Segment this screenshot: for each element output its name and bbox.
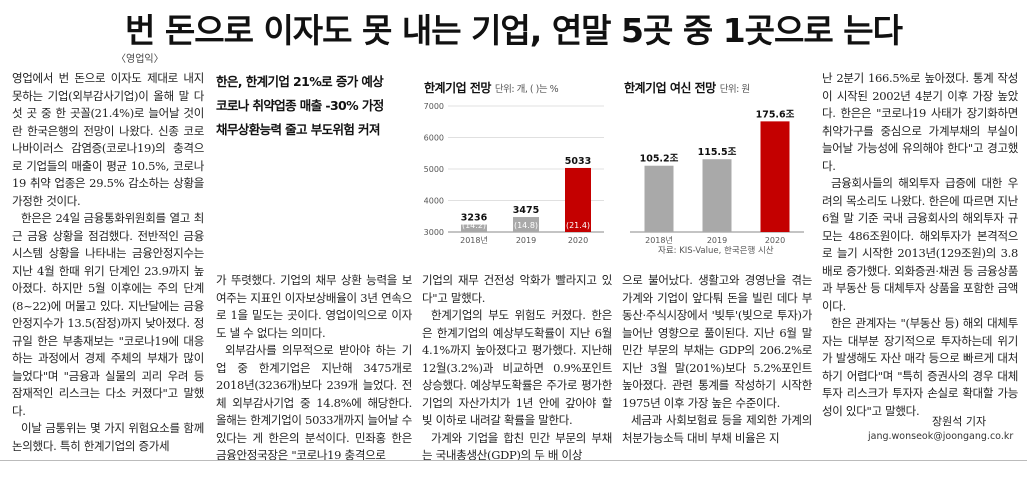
paragraph: 한계기업의 부도 위험도 커졌다. 한은은 한계기업의 예상부도확률이 지난 6… <box>422 308 612 427</box>
paragraph: 한은 관계자는 "(부동산 등) 해외 대체투자는 대부분 장기적으로 투자하는… <box>822 316 1018 418</box>
data-label: 5033 <box>565 156 591 167</box>
headline-caption: 〈영업익〉 <box>116 54 164 65</box>
x-tick-label: 2018년 <box>460 235 488 245</box>
chart-title-marginal-firms: 한계기업 전망 단위: 개, ( )는 % <box>424 79 559 96</box>
chart-source: 자료: KIS-Value, 한국은행 시산 <box>658 246 774 256</box>
y-tick-label: 4000 <box>424 197 444 206</box>
chart-title-marginal-loans: 한계기업 여신 전망 단위: 원 <box>624 79 750 96</box>
chart-marginal-firms: 3000 4000 5000 6000 7000 3236(14.2) 2018년 3475 (… <box>424 102 604 245</box>
bar <box>513 217 539 232</box>
divider <box>0 460 1027 461</box>
subheadline-line: 한은, 한계기업 21%로 증가 예상 <box>216 74 384 89</box>
subheadline: 한은, 한계기업 21%로 증가 예상 코로나 취약업종 매출 -30% 가정 … <box>216 70 406 142</box>
chart-title-text: 한계기업 전망 <box>424 81 491 95</box>
chart-title-text: 한계기업 여신 전망 <box>624 81 716 95</box>
headline: 번 돈으로 이자도 못 내는 기업, 연말 5곳 중 1곳으로 는다 <box>125 11 903 50</box>
data-sub-label: (14.8) <box>514 221 538 230</box>
paragraph: 으로 불어났다. 생활고와 경영난을 겪는 가계와 기업이 앞다퉈 돈을 빌린 … <box>622 273 812 410</box>
subheadline-line: 채무상환능력 줄고 부도위험 커져 <box>216 122 380 137</box>
bar <box>565 167 591 232</box>
subheadline-line: 코로나 취약업종 매출 -30% 가정 <box>216 98 384 113</box>
data-sub-label: (21.4) <box>566 221 590 230</box>
bar <box>760 121 790 232</box>
y-tick-label: 5000 <box>424 165 444 174</box>
y-tick-label: 6000 <box>424 134 444 143</box>
x-tick-label: 2020 <box>765 236 785 245</box>
y-tick-label: 7000 <box>424 102 444 111</box>
data-label: 3236 <box>461 213 488 224</box>
bar <box>461 224 487 232</box>
article-column-2: 가 뚜렷했다. 기업의 채무 상환 능력을 보여주는 지표인 이자보상배율이 3… <box>216 272 412 465</box>
paragraph: 한은은 24일 금융통화위원회를 열고 최근 금융 상황을 점검했다. 전반적인… <box>12 211 204 418</box>
paragraph: 금융회사들의 해외투자 급증에 대한 우려의 목소리도 나왔다. 한은에 따르면… <box>822 176 1018 313</box>
data-label: 115.5조 <box>698 147 737 158</box>
chart-unit: 단위: 원 <box>719 84 750 95</box>
article-column-1: 영업에서 번 돈으로 이자도 제대로 내지 못하는 기업(외부감사기업)이 올해… <box>12 70 204 455</box>
data-label: 175.6조 <box>756 109 795 120</box>
x-tick-label: 2019 <box>516 236 536 245</box>
paragraph: 이날 금통위는 몇 가지 위험요소를 함께 논의했다. 특히 한계기업의 증가세 <box>12 421 204 453</box>
y-tick-label: 3000 <box>424 228 444 237</box>
data-label: 3475 <box>513 205 539 216</box>
data-label: 105.2조 <box>640 154 679 165</box>
chart-unit: 단위: 개, ( )는 % <box>494 84 559 95</box>
article-column-5: 난 2분기 166.5%로 높아졌다. 통계 작성이 시작된 2002년 4분기… <box>822 70 1018 420</box>
paragraph: 영업에서 번 돈으로 이자도 제대로 내지 못하는 기업(외부감사기업)이 올해… <box>12 71 204 208</box>
article-column-4: 으로 불어났다. 생활고와 경영난을 겪는 가계와 기업이 앞다퉈 돈을 빌린 … <box>622 272 812 447</box>
byline: 장원석 기자 <box>932 415 987 428</box>
paragraph: 가계와 기업을 합친 민간 부문의 부채는 국내총생산(GDP)의 두 배 이상 <box>422 430 612 463</box>
paragraph: 가 뚜렷했다. 기업의 채무 상환 능력을 보여주는 지표인 이자보상배율이 3… <box>216 273 412 340</box>
paragraph: 외부감사를 의무적으로 받아야 하는 기업 중 한계기업은 지난해 3475개로… <box>216 343 412 462</box>
chart-marginal-loans: 105.2조 2018년 115.5조 2019 175.6조 2020 <box>630 109 804 245</box>
x-tick-label: 2019 <box>707 236 727 245</box>
bar <box>702 159 732 232</box>
paragraph: 기업의 재무 건전성 악화가 빨라지고 있다"고 말했다. <box>422 273 612 305</box>
x-tick-label: 2018년 <box>645 235 673 245</box>
paragraph: 난 2분기 166.5%로 높아졌다. 통계 작성이 시작된 2002년 4분기… <box>822 71 1018 173</box>
byline-email[interactable]: jang.wonseok@joongang.co.kr <box>868 431 1014 442</box>
x-tick-label: 2020 <box>568 236 588 245</box>
bar <box>644 165 674 232</box>
data-sub-label: (14.2) <box>462 221 486 230</box>
article-column-3: 기업의 재무 건전성 악화가 빨라지고 있다"고 말했다. 한계기업의 부도 위… <box>422 272 612 465</box>
paragraph: 세금과 사회보험료 등을 제외한 가계의 처분가능소득 대비 부채 비율은 지 <box>622 413 812 445</box>
